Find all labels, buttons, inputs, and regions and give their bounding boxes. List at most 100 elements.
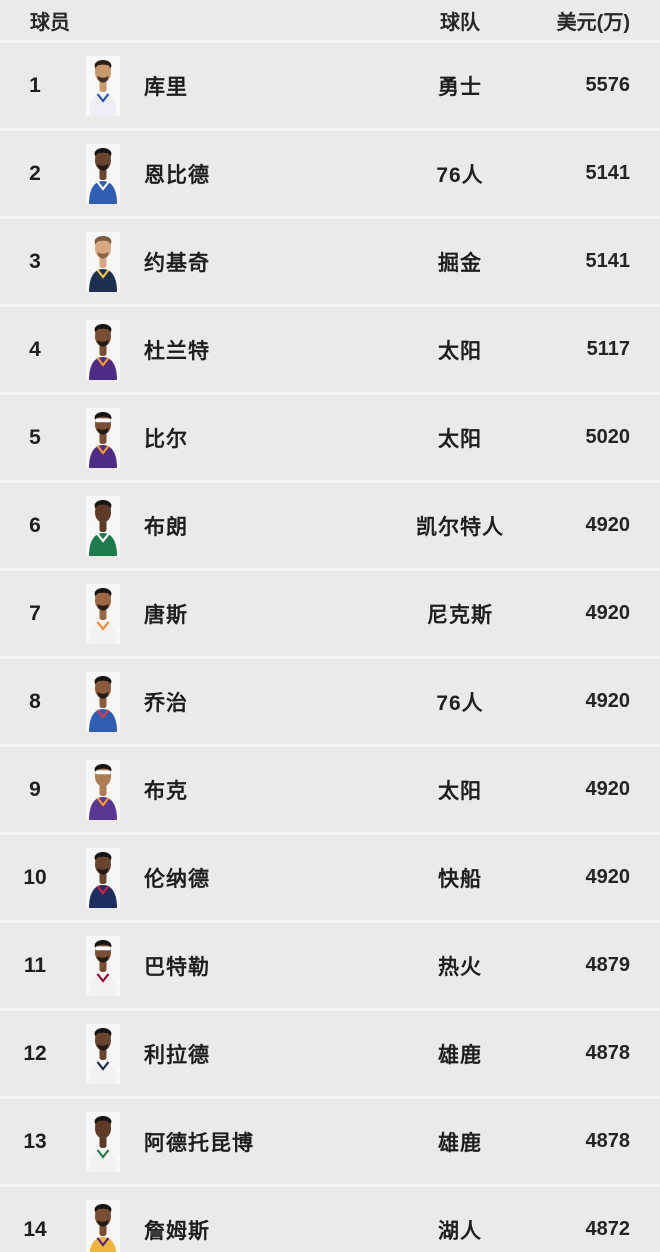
column-header-player: 球员	[30, 11, 70, 34]
player-name: 库里	[144, 75, 188, 99]
player-photo	[86, 847, 120, 908]
player-photo	[86, 1023, 120, 1084]
rank-number: 12	[23, 1041, 47, 1065]
player-headshot-icon	[86, 847, 120, 908]
rank-number: 4	[29, 337, 41, 361]
rank-number: 3	[29, 249, 41, 273]
player-photo	[86, 583, 120, 644]
table-row[interactable]: 3 约基奇 掘金 5141	[0, 216, 660, 304]
table-row[interactable]: 12 利拉德 雄鹿 4878	[0, 1008, 660, 1096]
rank-number: 5	[29, 425, 41, 449]
player-photo	[86, 143, 120, 204]
rank-number: 6	[29, 513, 41, 537]
player-headshot-icon	[86, 143, 120, 204]
table-row[interactable]: 2 恩比德 76人 5141	[0, 128, 660, 216]
salary-value: 4878	[585, 1042, 631, 1064]
table-row[interactable]: 5 比尔 太阳 5020	[0, 392, 660, 480]
column-header-team: 球队	[440, 11, 480, 34]
player-name: 杜兰特	[144, 339, 210, 363]
player-headshot-icon	[86, 759, 120, 820]
table-row[interactable]: 7 唐斯 尼克斯 4920	[0, 568, 660, 656]
rank-number: 8	[29, 689, 41, 713]
team-name: 雄鹿	[438, 1043, 482, 1067]
salary-value: 4920	[585, 602, 631, 624]
player-headshot-icon	[86, 319, 120, 380]
salary-value: 4879	[585, 954, 631, 976]
table-row[interactable]: 13 阿德托昆博 雄鹿 4878	[0, 1096, 660, 1184]
table-row[interactable]: 14 詹姆斯 湖人 4872	[0, 1184, 660, 1252]
table-header: 球员 球队 美元(万)	[0, 0, 660, 40]
salary-value: 4878	[585, 1130, 631, 1152]
team-name: 太阳	[438, 427, 482, 451]
salary-value: 5141	[585, 250, 631, 272]
player-photo	[86, 407, 120, 468]
player-headshot-icon	[86, 1023, 120, 1084]
salary-value: 5141	[585, 162, 631, 184]
team-name: 快船	[438, 867, 482, 891]
table-row[interactable]: 1 库里 勇士 5576	[0, 40, 660, 128]
salary-value: 5576	[585, 74, 631, 96]
rank-number: 13	[23, 1129, 47, 1153]
salary-value: 5117	[586, 338, 630, 360]
team-name: 太阳	[438, 339, 482, 363]
salary-value: 4920	[585, 866, 631, 888]
player-photo	[86, 495, 120, 556]
team-name: 热火	[438, 955, 482, 979]
player-photo	[86, 671, 120, 732]
salary-value: 5020	[585, 426, 631, 448]
player-name: 巴特勒	[144, 955, 210, 979]
player-photo	[86, 759, 120, 820]
player-name: 唐斯	[144, 603, 188, 627]
player-headshot-icon	[86, 1111, 120, 1172]
player-headshot-icon	[86, 671, 120, 732]
player-name: 布朗	[144, 515, 188, 539]
team-name: 太阳	[438, 779, 482, 803]
player-headshot-icon	[86, 231, 120, 292]
player-headshot-icon	[86, 495, 120, 556]
team-name: 湖人	[438, 1219, 482, 1243]
team-name: 尼克斯	[427, 603, 493, 627]
player-list: 1 库里 勇士 5576 2	[0, 40, 660, 1252]
rank-number: 10	[23, 865, 47, 889]
rank-number: 2	[29, 161, 41, 185]
player-name: 布克	[144, 779, 188, 803]
player-photo	[86, 231, 120, 292]
team-name: 凯尔特人	[416, 515, 504, 539]
table-row[interactable]: 6 布朗 凯尔特人 4920	[0, 480, 660, 568]
table-row[interactable]: 8 乔治 76人 4920	[0, 656, 660, 744]
rank-number: 9	[29, 777, 41, 801]
rank-number: 7	[29, 601, 41, 625]
team-name: 雄鹿	[438, 1131, 482, 1155]
team-name: 76人	[436, 163, 484, 187]
rank-number: 11	[23, 953, 47, 977]
player-name: 约基奇	[144, 251, 210, 275]
player-photo	[86, 935, 120, 996]
team-name: 76人	[436, 691, 484, 715]
salary-value: 4920	[585, 690, 631, 712]
player-headshot-icon	[86, 583, 120, 644]
rank-number: 1	[29, 73, 41, 97]
player-headshot-icon	[86, 935, 120, 996]
table-row[interactable]: 11 巴特勒 热火 4879	[0, 920, 660, 1008]
player-name: 比尔	[144, 427, 188, 451]
player-photo	[86, 1111, 120, 1172]
player-name: 恩比德	[144, 163, 210, 187]
table-row[interactable]: 10 伦纳德 快船 4920	[0, 832, 660, 920]
player-photo	[86, 1199, 120, 1252]
player-headshot-icon	[86, 407, 120, 468]
player-name: 利拉德	[144, 1043, 210, 1067]
player-photo	[86, 55, 120, 116]
player-name: 伦纳德	[144, 867, 210, 891]
player-name: 乔治	[144, 691, 188, 715]
player-photo	[86, 319, 120, 380]
player-name: 阿德托昆博	[144, 1131, 254, 1155]
player-name: 詹姆斯	[144, 1219, 210, 1243]
table-row[interactable]: 9 布克 太阳 4920	[0, 744, 660, 832]
salary-value: 4872	[585, 1218, 631, 1240]
salary-value: 4920	[585, 778, 631, 800]
table-row[interactable]: 4 杜兰特 太阳 5117	[0, 304, 660, 392]
player-headshot-icon	[86, 55, 120, 116]
rank-number: 14	[23, 1217, 47, 1241]
team-name: 勇士	[438, 75, 482, 99]
